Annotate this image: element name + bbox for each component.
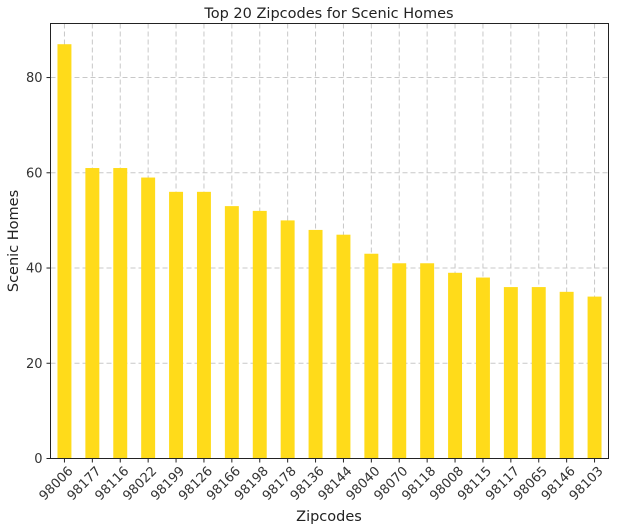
- bar-98116: [113, 168, 128, 459]
- bar-98144: [336, 234, 351, 459]
- bar-98118: [420, 263, 435, 459]
- y-tick-label: 60: [26, 166, 43, 181]
- y-tick-label: 20: [26, 357, 43, 372]
- bar-98115: [475, 277, 490, 459]
- bar-98136: [308, 229, 323, 459]
- y-tick-label: 0: [34, 452, 42, 467]
- bar-98146: [559, 291, 574, 459]
- x-axis: 9800698177981169802298199981269816698198…: [37, 458, 607, 504]
- bar-98065: [531, 287, 546, 459]
- bar-98177: [85, 168, 100, 459]
- bar-98022: [141, 177, 156, 459]
- bar-98070: [392, 263, 407, 459]
- plot-frame: [50, 23, 609, 459]
- bar-98178: [280, 220, 295, 459]
- y-axis-label: Scenic Homes: [6, 190, 22, 292]
- bar-98008: [448, 272, 463, 459]
- y-axis: 0 20 40 60 80: [26, 71, 51, 467]
- bars: [57, 44, 602, 459]
- grid-lines: [50, 23, 609, 459]
- bar-98117: [503, 287, 518, 459]
- bar-98198: [252, 210, 267, 459]
- bar-98166: [224, 206, 239, 459]
- bar-98006: [57, 44, 72, 459]
- bar-98103: [587, 296, 602, 459]
- bar-98040: [364, 253, 379, 459]
- x-axis-label: Zipcodes: [296, 509, 362, 525]
- bar-98199: [169, 191, 184, 459]
- bar-98126: [196, 191, 211, 459]
- chart-title: Top 20 Zipcodes for Scenic Homes: [203, 6, 453, 22]
- y-tick-label: 80: [26, 71, 43, 86]
- y-tick-label: 40: [26, 262, 43, 277]
